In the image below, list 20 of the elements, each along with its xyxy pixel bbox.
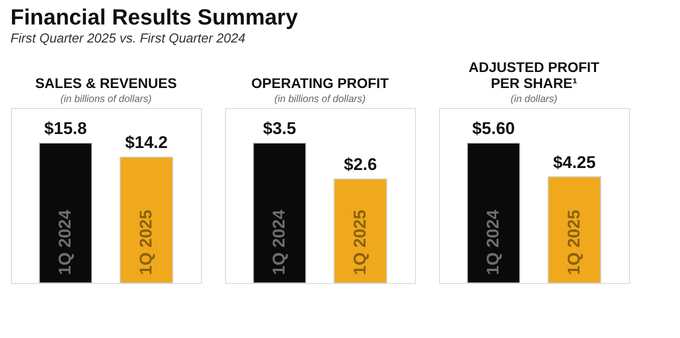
data-label: $2.6: [344, 155, 377, 174]
text: First Quarter 2025 vs. First Quarter 2024: [10, 30, 246, 46]
data-label: $15.8: [44, 119, 87, 138]
x-tick-label: 1Q 2025: [136, 210, 156, 275]
text: Financial Results Summary: [10, 4, 299, 30]
data-label: $3.5: [263, 119, 296, 138]
x-tick-label: 1Q 2024: [270, 209, 289, 275]
chart-subtitle: (in billions of dollars): [274, 94, 366, 105]
chart-title: SALES & REVENUES: [35, 75, 177, 91]
data-label: $14.2: [125, 133, 168, 152]
chart-title: OPERATING PROFIT: [251, 75, 390, 91]
chart-subtitle: (in dollars): [510, 94, 558, 105]
x-tick-label: 1Q 2025: [564, 210, 584, 275]
data-label: $5.60: [472, 119, 515, 138]
x-tick-label: 1Q 2024: [484, 209, 503, 275]
data-label: $4.25: [553, 152, 596, 172]
chart-subtitle: (in billions of dollars): [60, 94, 152, 105]
x-tick-label: 1Q 2024: [56, 209, 75, 275]
chart-title: ADJUSTED PROFIT PER SHARE¹: [468, 59, 600, 91]
x-tick-label: 1Q 2025: [350, 210, 370, 275]
